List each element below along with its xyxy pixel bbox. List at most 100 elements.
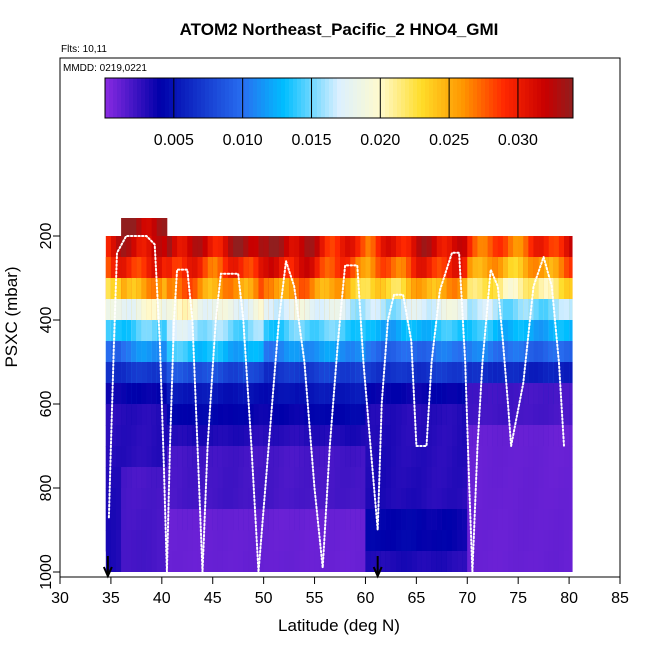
colorbar-segment <box>133 78 138 118</box>
colorbar-segment <box>265 78 270 118</box>
colorbar-segment <box>385 78 390 118</box>
colorbar-segment <box>137 78 142 118</box>
profile-markers <box>102 556 383 579</box>
heatmap-cell <box>411 551 417 572</box>
heatmap-cell <box>217 551 224 572</box>
x-tick-label: 55 <box>306 590 324 607</box>
heatmap-cell <box>564 551 570 572</box>
heatmap-cell <box>365 551 371 572</box>
heatmap-cell <box>121 530 127 572</box>
heatmap-cell <box>441 551 448 572</box>
y-axis: 200 400 600 800 1000 <box>38 223 60 590</box>
colorbar-segment <box>545 78 550 118</box>
colorbar-segment <box>429 78 434 118</box>
colorbar-ticks: 0.005 0.010 0.015 0.020 0.025 0.030 <box>154 78 538 149</box>
colorbar <box>104 77 574 119</box>
plot-frame <box>59 57 621 578</box>
x-axis-label: Latitude (deg N) <box>278 616 400 635</box>
heatmap-cell <box>528 551 534 572</box>
colorbar-segment <box>453 78 458 118</box>
colorbar-segment <box>561 78 566 118</box>
colorbar-segment <box>197 78 202 118</box>
colorbar-segment <box>249 78 254 118</box>
heatmap-cell <box>360 551 366 572</box>
colorbar-segment <box>409 78 414 118</box>
colorbar-segment <box>533 78 538 118</box>
x-tick-label: 30 <box>51 590 69 607</box>
colorbar-segment <box>109 78 114 118</box>
heatmap-cell <box>202 551 209 572</box>
heatmap-cell <box>238 551 244 572</box>
heatmap-cell <box>497 551 504 572</box>
heatmap-cell <box>421 551 427 572</box>
flight-track-line <box>107 235 565 573</box>
colorbar-segment <box>477 78 482 118</box>
heatmap-cell <box>472 551 478 572</box>
colorbar-segment <box>321 78 326 118</box>
colorbar-segment <box>549 78 554 118</box>
colorbar-segment <box>257 78 262 118</box>
y-tick-label: 400 <box>38 307 55 334</box>
colorbar-segment <box>457 78 462 118</box>
heatmap-cell <box>299 551 305 572</box>
colorbar-segment <box>417 78 422 118</box>
colorbar-segment <box>225 78 230 118</box>
heatmap-cell <box>110 530 117 572</box>
colorbar-segment <box>145 78 150 118</box>
colorbar-segment <box>473 78 478 118</box>
colorbar-segment <box>569 78 574 118</box>
flight-track <box>107 235 565 573</box>
colorbar-segment <box>469 78 474 118</box>
colorbar-segment <box>201 78 206 118</box>
heatmap-cell <box>406 551 412 572</box>
colorbar-segment <box>317 78 322 118</box>
colorbar-segment <box>165 78 170 118</box>
colorbar-segment <box>405 78 410 118</box>
heatmap-cell <box>446 551 453 572</box>
heatmap-cell <box>538 551 545 572</box>
colorbar-segment <box>413 78 418 118</box>
colorbar-segment <box>173 78 178 118</box>
heatmap-cell <box>492 551 499 572</box>
colorbar-segment <box>493 78 498 118</box>
heatmap-cell <box>523 551 529 572</box>
heatmap-cell <box>543 551 550 572</box>
y-tick-label: 600 <box>38 391 55 418</box>
heatmap-cell <box>268 551 275 572</box>
colorbar-segment <box>337 78 342 118</box>
heatmap-cell <box>141 530 147 572</box>
heatmap-cell <box>334 551 341 572</box>
colorbar-segment <box>185 78 190 118</box>
colorbar-tick-label: 0.030 <box>498 132 538 149</box>
heatmap-cell <box>136 530 142 572</box>
heatmap-cell <box>304 551 310 572</box>
colorbar-segment <box>333 78 338 118</box>
colorbar-segment <box>341 78 346 118</box>
heatmap-cell <box>243 551 249 572</box>
colorbar-segment <box>393 78 398 118</box>
colorbar-segment <box>489 78 494 118</box>
heatmap-cell <box>482 551 489 572</box>
colorbar-segment <box>505 78 510 118</box>
colorbar-segment <box>521 78 526 118</box>
colorbar-segment <box>189 78 194 118</box>
colorbar-segment <box>485 78 490 118</box>
colorbar-segment <box>433 78 438 118</box>
colorbar-segment <box>529 78 534 118</box>
colorbar-segment <box>129 78 134 118</box>
heatmap-cell <box>212 551 219 572</box>
colorbar-segment <box>161 78 166 118</box>
colorbar-segment <box>501 78 506 118</box>
colorbar-segment <box>153 78 158 118</box>
colorbar-segment <box>149 78 154 118</box>
heatmap-cell <box>477 551 483 572</box>
heatmap-cell <box>197 551 203 572</box>
x-tick-label: 60 <box>357 590 375 607</box>
heatmap-cell <box>258 551 265 572</box>
colorbar-segment <box>237 78 242 118</box>
colorbar-segment <box>213 78 218 118</box>
heatmap-cell <box>116 530 122 572</box>
colorbar-segment <box>301 78 306 118</box>
x-tick-label: 45 <box>204 590 222 607</box>
x-tick-label: 50 <box>255 590 273 607</box>
